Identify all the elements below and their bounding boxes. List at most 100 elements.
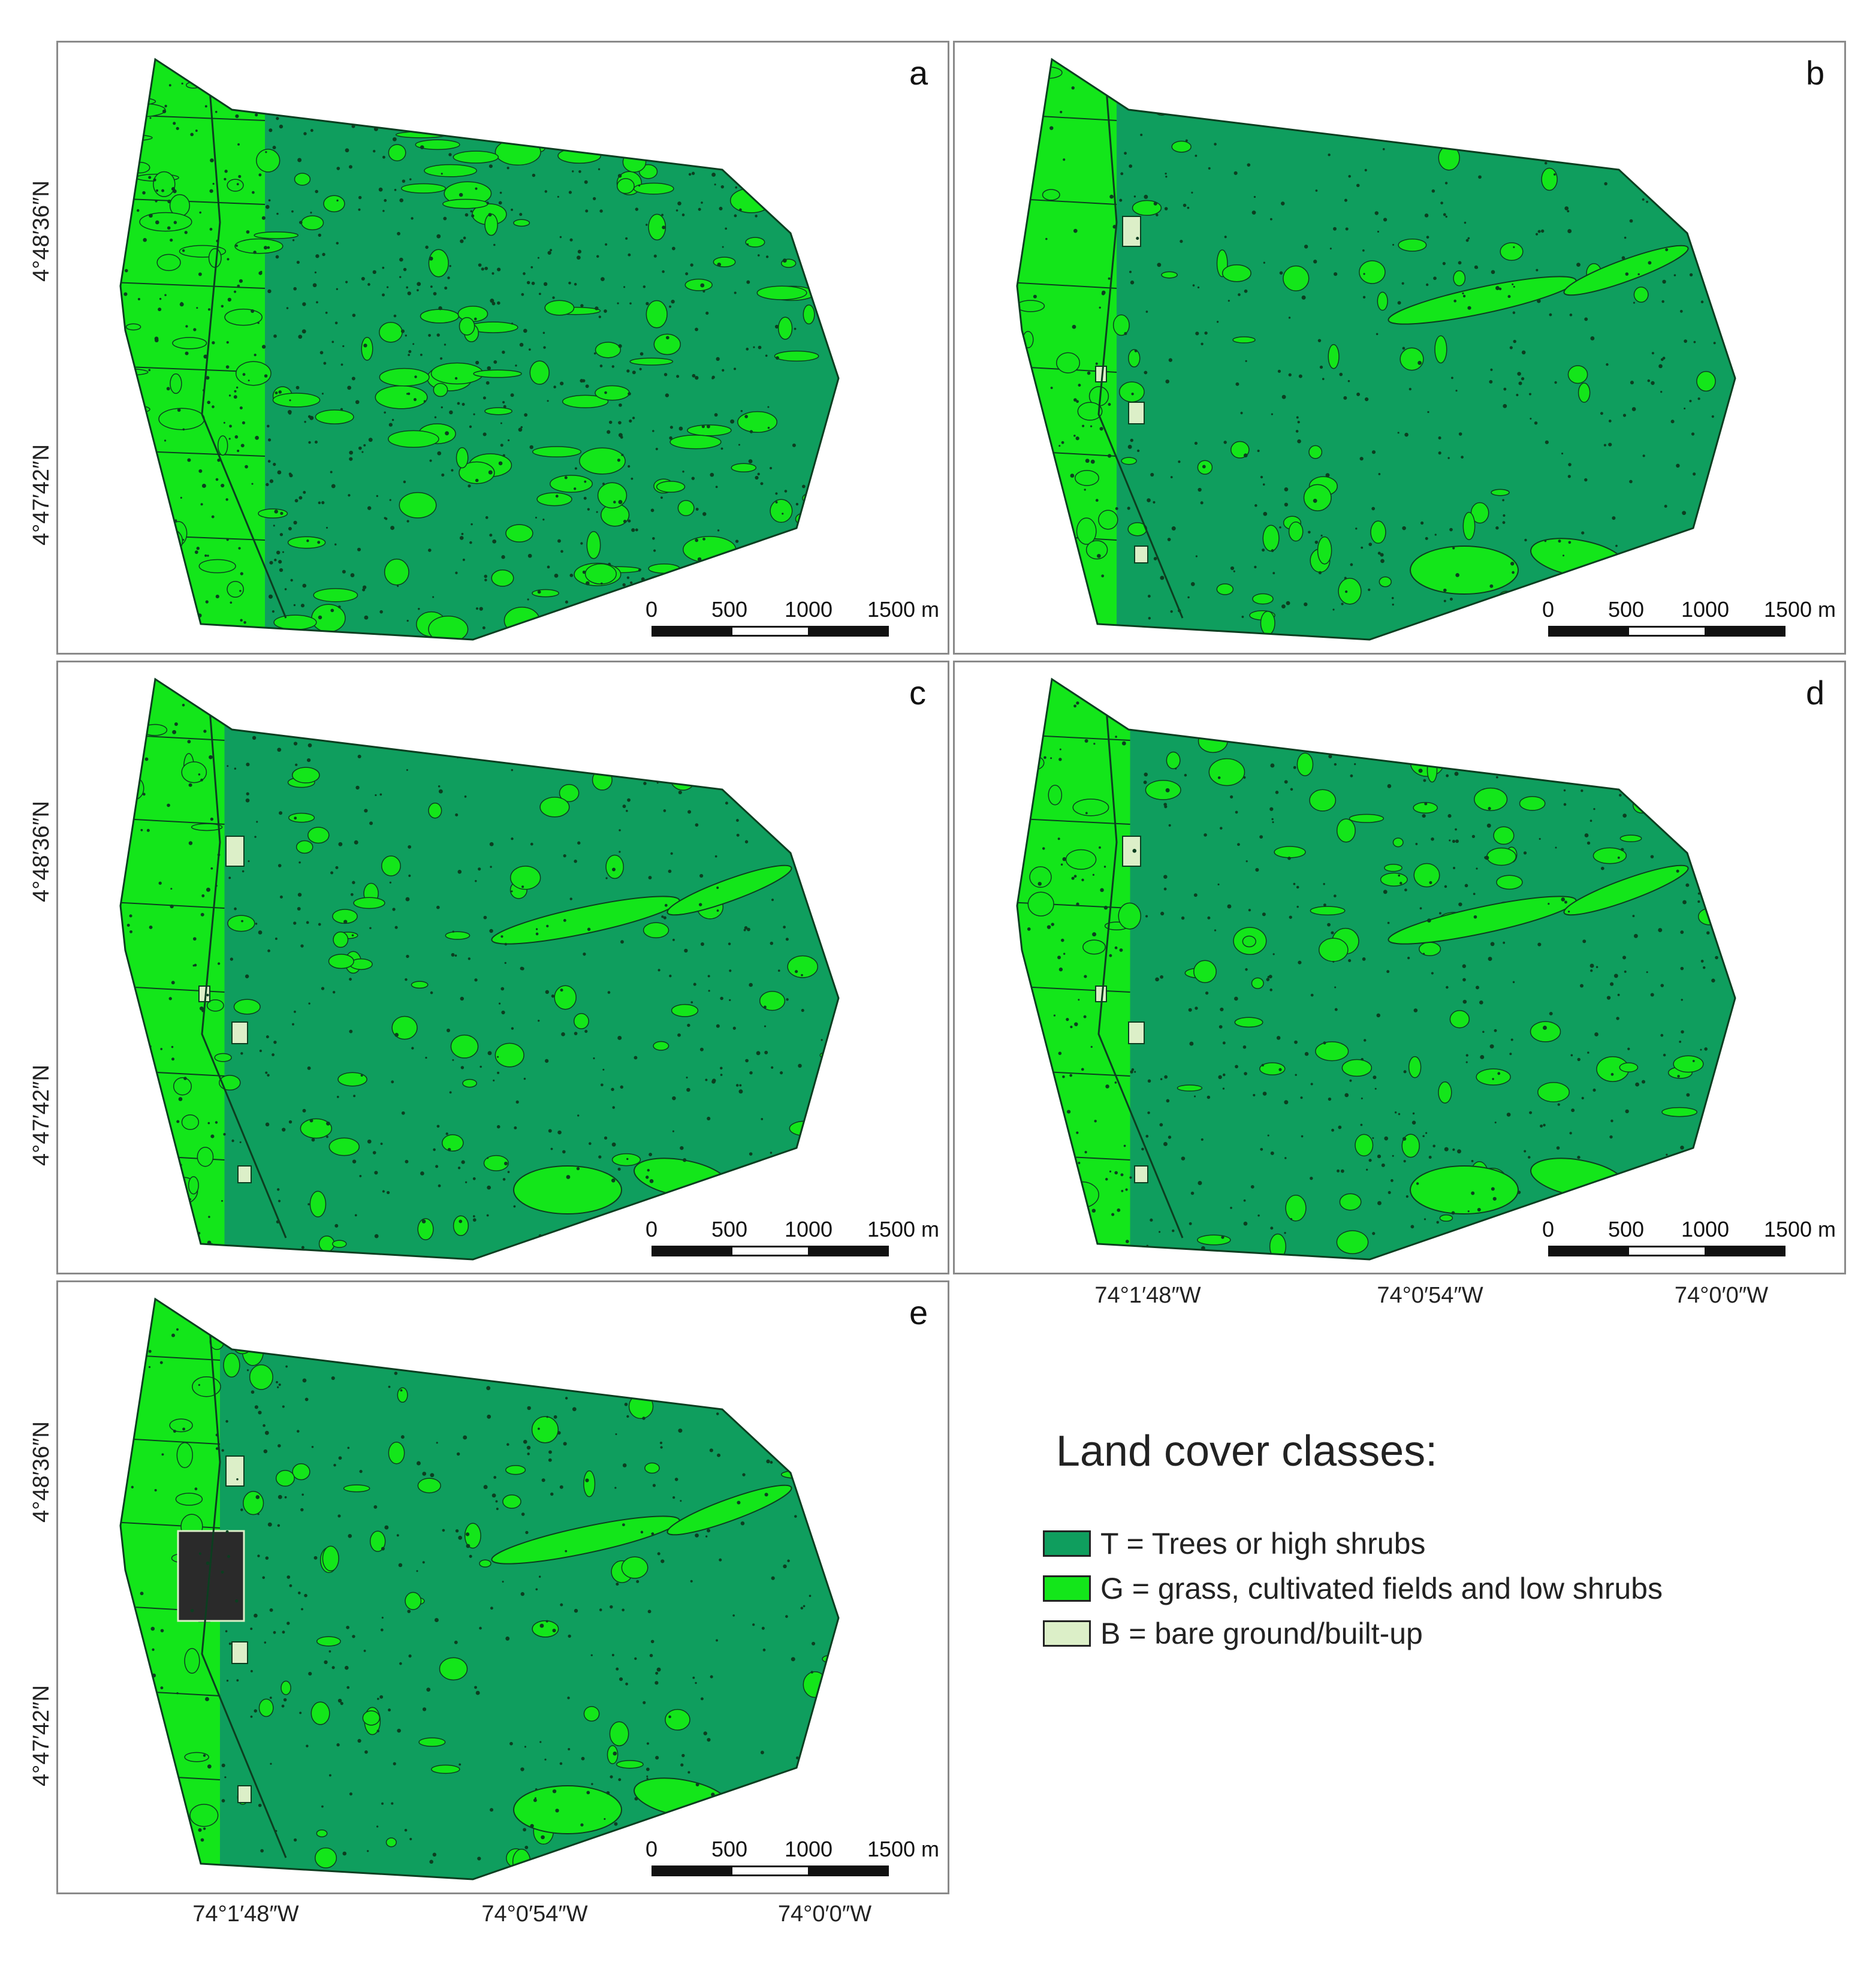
grass-patch (397, 1387, 408, 1403)
grass-patch (405, 1592, 422, 1610)
canopy-speckle (432, 1852, 437, 1857)
canopy-speckle (204, 554, 207, 557)
canopy-speckle (496, 1125, 500, 1129)
canopy-speckle (225, 365, 230, 369)
canopy-speckle (1490, 368, 1493, 371)
canopy-speckle (1334, 763, 1337, 766)
canopy-speckle (137, 209, 140, 212)
canopy-speckle (125, 269, 128, 273)
canopy-speckle (382, 1190, 385, 1193)
canopy-speckle (1465, 1054, 1468, 1057)
canopy-speckle (1571, 1108, 1575, 1113)
canopy-speckle (1130, 1070, 1133, 1074)
grass-patch (172, 337, 207, 349)
canopy-speckle (701, 201, 703, 204)
canopy-speckle (406, 954, 409, 959)
canopy-speckle (478, 867, 481, 871)
canopy-speckle (1629, 219, 1633, 223)
canopy-speckle (695, 508, 699, 511)
scale-tick-label: 500 (1607, 1217, 1645, 1241)
canopy-speckle (1284, 1157, 1287, 1159)
canopy-speckle (1361, 1057, 1364, 1061)
canopy-speckle (761, 1117, 764, 1120)
canopy-speckle (1062, 857, 1067, 861)
canopy-speckle (401, 1111, 405, 1115)
canopy-speckle (1590, 969, 1593, 972)
canopy-speckle (500, 444, 503, 447)
grass-patch (459, 461, 495, 484)
canopy-speckle (1542, 1026, 1547, 1030)
canopy-speckle (364, 1750, 368, 1754)
canopy-speckle (129, 930, 132, 933)
canopy-speckle (158, 881, 162, 885)
canopy-speckle (359, 1470, 363, 1473)
canopy-speckle (682, 470, 684, 473)
canopy-speckle (649, 1153, 653, 1156)
canopy-speckle (380, 1143, 383, 1146)
canopy-speckle (1495, 776, 1498, 779)
canopy-speckle (483, 915, 487, 920)
canopy-speckle (251, 483, 254, 485)
canopy-speckle (228, 876, 231, 879)
canopy-speckle (661, 213, 664, 216)
canopy-speckle (587, 508, 590, 511)
canopy-speckle (1063, 158, 1066, 161)
canopy-speckle (277, 1524, 281, 1527)
canopy-speckle (548, 1458, 552, 1462)
canopy-speckle (382, 210, 385, 212)
grass-patch (669, 100, 682, 114)
canopy-speckle (687, 1771, 690, 1774)
canopy-speckle (1165, 175, 1168, 178)
canopy-speckle (548, 1129, 552, 1133)
canopy-speckle (1391, 596, 1394, 599)
canopy-speckle (1374, 1087, 1377, 1090)
canopy-speckle (538, 293, 541, 296)
canopy-speckle (736, 819, 739, 822)
canopy-speckle (143, 237, 147, 242)
canopy-speckle (643, 285, 646, 288)
grass-patch (1318, 938, 1349, 962)
canopy-speckle (447, 1028, 451, 1032)
canopy-speckle (381, 1547, 385, 1551)
canopy-speckle (1100, 888, 1104, 893)
canopy-speckle (443, 216, 447, 221)
grass-patch (484, 407, 513, 415)
grass-patch (1274, 689, 1296, 710)
canopy-speckle (1680, 966, 1684, 971)
canopy-speckle (240, 619, 243, 622)
canopy-speckle (1451, 1211, 1455, 1215)
canopy-speckle (436, 333, 440, 337)
canopy-speckle (286, 307, 289, 309)
canopy-speckle (1147, 498, 1151, 502)
canopy-speckle (744, 414, 748, 418)
map-panel-c: c 0 500 1000 1500 m (56, 661, 949, 1274)
canopy-speckle (1195, 154, 1198, 157)
grass-patch (301, 215, 324, 231)
canopy-speckle (1254, 504, 1257, 507)
canopy-speckle (1245, 968, 1248, 971)
canopy-speckle (199, 1006, 204, 1011)
canopy-speckle (1455, 828, 1457, 831)
grass-patch (616, 178, 635, 194)
canopy-speckle (734, 291, 737, 294)
canopy-speckle (569, 897, 572, 900)
scale-tick-label: 1000 (1681, 1217, 1730, 1241)
canopy-speckle (399, 198, 404, 203)
canopy-speckle (451, 469, 454, 472)
canopy-speckle (1331, 1128, 1334, 1132)
grass-patch (1401, 1134, 1420, 1158)
canopy-speckle (1411, 1120, 1416, 1125)
canopy-speckle (331, 484, 336, 489)
canopy-speckle (1262, 483, 1265, 486)
canopy-speckle (265, 151, 267, 153)
canopy-speckle (297, 893, 302, 897)
canopy-speckle (1284, 502, 1289, 507)
canopy-speckle (700, 1697, 704, 1701)
canopy-speckle (346, 1686, 350, 1689)
canopy-speckle (1558, 540, 1561, 543)
canopy-speckle (583, 952, 586, 956)
canopy-speckle (265, 204, 270, 209)
canopy-speckle (1494, 1121, 1497, 1124)
canopy-speckle (1207, 916, 1211, 920)
canopy-speckle (520, 1592, 525, 1596)
